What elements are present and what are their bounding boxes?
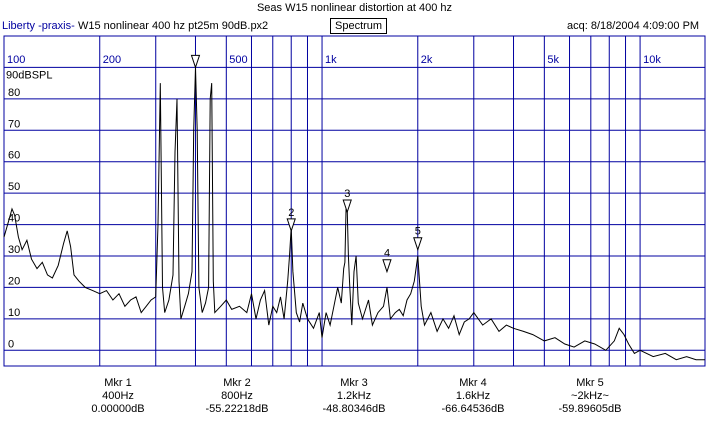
x-tick-label: 2k — [421, 54, 433, 66]
marker-mkr1-triangle[interactable] — [190, 54, 201, 70]
marker-mkr4-number: 4 — [384, 248, 390, 260]
marker-2-freq: 800Hz — [221, 390, 253, 402]
x-tick-label: 10k — [643, 54, 661, 66]
marker-mkr5-number: 5 — [415, 226, 421, 238]
x-tick-label: 1k — [325, 54, 337, 66]
marker-4-name: Mkr 4 — [459, 377, 487, 389]
file-name: W15 nonlinear 400 hz pt25m 90dB.px2 — [78, 20, 269, 32]
spectrum-trace — [3, 67, 705, 361]
chart-title: Seas W15 nonlinear distortion at 400 hz — [256, 2, 453, 14]
acquisition-timestamp: acq: 8/18/2004 4:09:00 PM — [567, 20, 700, 32]
y-tick-label: 50 — [8, 181, 20, 193]
marker-3-value: -48.80346dB — [322, 403, 386, 415]
marker-readout-4: Mkr 4 1.6kHz -66.64536dB — [413, 377, 533, 416]
marker-4-freq: 1.6kHz — [455, 390, 491, 402]
marker-5-freq: ~2kHz~ — [571, 390, 609, 402]
marker-2-value: -55.22218dB — [205, 403, 269, 415]
marker-mkr2-number: 2 — [288, 207, 294, 219]
y-tick-label: 20 — [8, 275, 20, 287]
marker-mkr4-triangle[interactable] — [382, 259, 392, 274]
file-label: Liberty -praxis- — [2, 20, 75, 32]
marker-1-name: Mkr 1 — [104, 377, 132, 389]
marker-1-value: 0.00000dB — [91, 403, 145, 415]
marker-readout-2: Mkr 2 800Hz -55.22218dB — [177, 377, 297, 416]
marker-5-name: Mkr 5 — [576, 377, 604, 389]
spectrum-button[interactable]: Spectrum — [330, 18, 388, 34]
marker-3-name: Mkr 3 — [340, 377, 368, 389]
marker-readout-3: Mkr 3 1.2kHz -48.80346dB — [294, 377, 414, 416]
x-tick-label: 200 — [103, 54, 121, 66]
y-tick-label: 80 — [8, 87, 20, 99]
y-tick-label: 70 — [8, 118, 20, 130]
marker-4-value: -66.64536dB — [441, 403, 505, 415]
y-tick-label: 40 — [8, 213, 20, 225]
marker-mkr3-number: 3 — [344, 188, 350, 200]
y-tick-label: 60 — [8, 150, 20, 162]
marker-2-name: Mkr 2 — [223, 377, 251, 389]
y-unit-label: 90dBSPL — [6, 69, 52, 81]
marker-5-value: -59.89605dB — [558, 403, 622, 415]
marker-1-freq: 400Hz — [102, 390, 134, 402]
marker-readout-5: Mkr 5 ~2kHz~ -59.89605dB — [530, 377, 650, 416]
marker-mkr2-triangle[interactable] — [286, 218, 296, 233]
spectrum-chart: 100 200 500 1k 2k 5k 10k 0 10 20 30 40 50 60 70 80 90dB… — [3, 35, 706, 367]
y-tick-label: 10 — [8, 307, 20, 319]
marker-readout-1: Mkr 1 400Hz 0.00000dB — [58, 377, 178, 416]
x-tick-label: 100 — [7, 54, 25, 66]
marker-mkr3-triangle[interactable] — [342, 199, 352, 214]
y-tick-label: 0 — [8, 338, 14, 350]
x-tick-label: 500 — [229, 54, 247, 66]
y-tick-label: 30 — [8, 244, 20, 256]
x-tick-label: 5k — [547, 54, 559, 66]
marker-3-freq: 1.2kHz — [336, 390, 372, 402]
marker-mkr5-triangle[interactable] — [413, 237, 423, 252]
plot-area — [3, 35, 706, 367]
